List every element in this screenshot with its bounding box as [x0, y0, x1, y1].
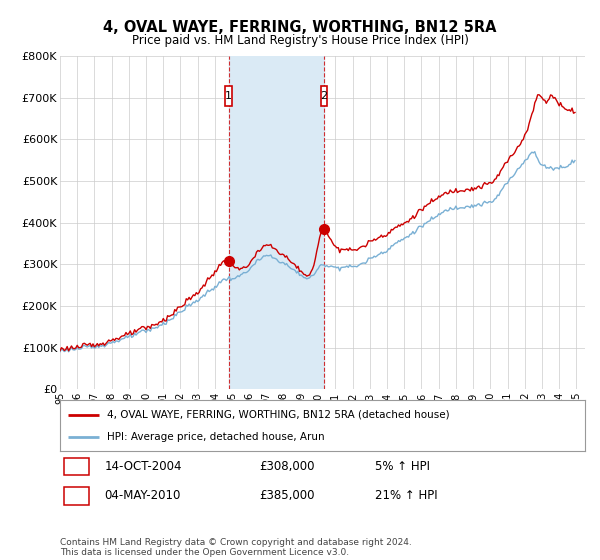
Text: 14-OCT-2004: 14-OCT-2004: [104, 460, 182, 473]
Text: £385,000: £385,000: [260, 489, 315, 502]
Text: 5% ↑ HPI: 5% ↑ HPI: [375, 460, 430, 473]
FancyBboxPatch shape: [64, 487, 89, 505]
Text: 4, OVAL WAYE, FERRING, WORTHING, BN12 5RA (detached house): 4, OVAL WAYE, FERRING, WORTHING, BN12 5R…: [107, 409, 450, 419]
Text: 2: 2: [73, 489, 80, 502]
Text: 2: 2: [320, 91, 328, 101]
Bar: [225, 86, 232, 106]
Text: £308,000: £308,000: [260, 460, 315, 473]
Text: Contains HM Land Registry data © Crown copyright and database right 2024.
This d: Contains HM Land Registry data © Crown c…: [60, 538, 412, 557]
Text: 04-MAY-2010: 04-MAY-2010: [104, 489, 181, 502]
Text: HPI: Average price, detached house, Arun: HPI: Average price, detached house, Arun: [107, 432, 325, 442]
Bar: [229, 56, 324, 389]
FancyBboxPatch shape: [64, 458, 89, 475]
Text: 21% ↑ HPI: 21% ↑ HPI: [375, 489, 437, 502]
Bar: [320, 86, 328, 106]
Text: 4, OVAL WAYE, FERRING, WORTHING, BN12 5RA: 4, OVAL WAYE, FERRING, WORTHING, BN12 5R…: [103, 20, 497, 35]
Text: Price paid vs. HM Land Registry's House Price Index (HPI): Price paid vs. HM Land Registry's House …: [131, 34, 469, 46]
Text: 1: 1: [225, 91, 232, 101]
Text: 1: 1: [73, 460, 80, 473]
